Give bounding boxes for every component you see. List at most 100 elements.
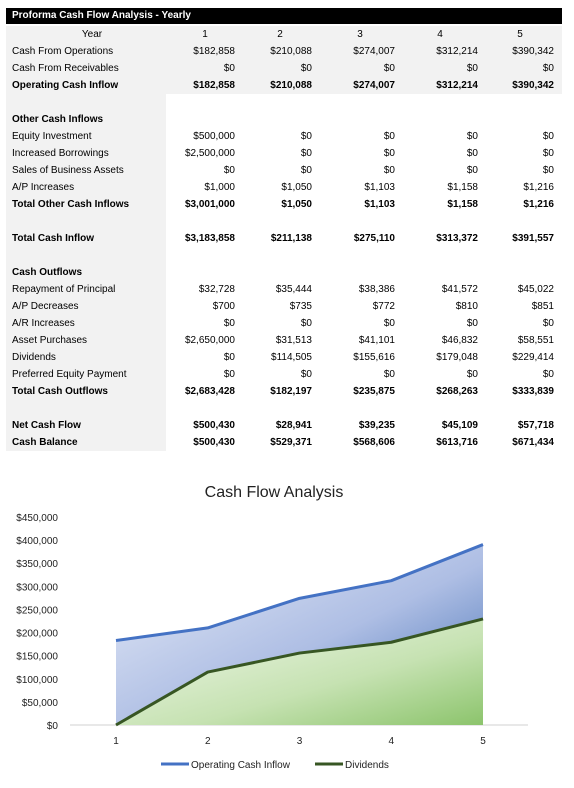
cell-year-1: $3,183,858 <box>184 233 235 244</box>
cell-year-5: $333,839 <box>512 386 554 397</box>
cell-year-1: $2,650,000 <box>184 335 235 346</box>
cell-year-4: $312,214 <box>436 46 478 57</box>
cell-year-5: $0 <box>542 148 554 159</box>
x-tick-label: 5 <box>480 736 486 747</box>
cell-year-3: $568,606 <box>353 437 395 448</box>
cell-year-3: $0 <box>383 318 395 329</box>
row-label: Dividends <box>12 352 56 363</box>
cell-year-3: $41,101 <box>358 335 395 346</box>
row-label: Asset Purchases <box>12 335 88 346</box>
header-row: Year 1 2 3 4 5 <box>6 26 562 43</box>
cell-year-5: $1,216 <box>523 182 554 193</box>
cell-year-2: $0 <box>300 148 312 159</box>
y-tick-label: $400,000 <box>16 536 58 547</box>
cell-year-1: $700 <box>212 301 235 312</box>
x-tick-label: 1 <box>113 736 119 747</box>
x-tick-label: 3 <box>297 736 303 747</box>
cell-year-1: $2,500,000 <box>184 148 235 159</box>
cell-year-2: $529,371 <box>270 437 312 448</box>
cell-year-4: $0 <box>466 148 478 159</box>
cell-year-2: $0 <box>300 63 312 74</box>
series-line-1 <box>115 543 484 642</box>
cell-year-5: $0 <box>542 131 554 142</box>
row-label: Increased Borrowings <box>12 148 109 159</box>
y-tick-label: $150,000 <box>16 652 58 663</box>
table-row: Cash Balance $500,430 $529,371 $568,606 $613… <box>6 434 562 451</box>
table-row <box>6 94 562 111</box>
table-row: Cash Outflows <box>6 264 562 281</box>
cell-year-3: $274,007 <box>353 46 395 57</box>
cell-year-3: $0 <box>383 148 395 159</box>
cell-year-1: $0 <box>223 63 235 74</box>
cell-year-3: $39,235 <box>358 420 395 431</box>
cell-year-3: $0 <box>383 63 395 74</box>
chart-title: Cash Flow Analysis <box>205 484 344 501</box>
header-year-5: 5 <box>517 29 523 40</box>
row-label: Cash From Operations <box>12 46 114 57</box>
cell-year-3: $1,103 <box>364 199 395 210</box>
table-row: A/P Decreases $700 $735 $772 $810 $851 <box>6 298 562 315</box>
table-row: Dividends $0 $114,505 $155,616 $179,048 $229,… <box>6 349 562 366</box>
cell-year-3: $38,386 <box>358 284 395 295</box>
x-tick-label: 2 <box>205 736 211 747</box>
cell-year-2: $210,088 <box>270 46 312 57</box>
table-row: Other Cash Inflows <box>6 111 562 128</box>
cell-year-3: $274,007 <box>353 80 395 91</box>
cell-year-5: $229,414 <box>512 352 554 363</box>
cell-year-5: $0 <box>542 369 554 380</box>
row-label: Total Other Cash Inflows <box>12 199 130 210</box>
label-column-shade <box>6 94 166 451</box>
table-row: Equity Investment $500,000 $0 $0 $0 $0 <box>6 128 562 145</box>
table-row <box>6 213 562 230</box>
cell-year-4: $810 <box>455 301 478 312</box>
cell-year-3: $1,103 <box>364 182 395 193</box>
cell-year-5: $671,434 <box>512 437 554 448</box>
header-year-2: 2 <box>277 29 283 40</box>
cell-year-4: $1,158 <box>447 182 478 193</box>
cell-year-2: $1,050 <box>281 199 312 210</box>
cell-year-2: $210,088 <box>270 80 312 91</box>
cell-year-2: $735 <box>289 301 312 312</box>
y-tick-label: $200,000 <box>16 629 58 640</box>
cell-year-1: $500,430 <box>193 437 235 448</box>
table-row: A/R Increases $0 $0 $0 $0 $0 <box>6 315 562 332</box>
cell-year-4: $45,109 <box>441 420 478 431</box>
y-tick-label: $250,000 <box>16 605 58 616</box>
cell-year-5: $45,022 <box>517 284 554 295</box>
cell-year-1: $182,858 <box>193 46 235 57</box>
chart-svg: Cash Flow Analysis $0 $50,000 $100,000 $150,… <box>16 484 528 771</box>
cell-year-3: $0 <box>383 165 395 176</box>
cell-year-4: $46,832 <box>441 335 478 346</box>
table-row: Preferred Equity Payment $0 $0 $0 $0 $0 <box>6 366 562 383</box>
header-year-label: Year <box>81 29 103 40</box>
cell-year-1: $2,683,428 <box>184 386 235 397</box>
cell-year-5: $1,216 <box>523 199 554 210</box>
header-year-3: 3 <box>357 29 363 40</box>
cell-year-1: $182,858 <box>193 80 235 91</box>
table-row: Total Other Cash Inflows $3,001,000 $1,050… <box>6 196 562 213</box>
row-label: A/P Decreases <box>12 301 79 312</box>
cell-year-3: $772 <box>372 301 395 312</box>
cell-year-3: $235,875 <box>353 386 395 397</box>
header-year-1: 1 <box>202 29 208 40</box>
y-tick-label: $50,000 <box>22 698 59 709</box>
table-row: Repayment of Principal $32,728 $35,444 $38,… <box>6 281 562 298</box>
x-tick-label: 4 <box>388 736 394 747</box>
cell-year-1: $500,430 <box>193 420 235 431</box>
cell-year-4: $179,048 <box>436 352 478 363</box>
cell-year-5: $57,718 <box>517 420 554 431</box>
cell-year-4: $613,716 <box>436 437 478 448</box>
row-label: Cash Balance <box>12 437 78 448</box>
cell-year-2: $28,941 <box>275 420 312 431</box>
cell-year-5: $390,342 <box>512 80 554 91</box>
table-row: Total Cash Outflows $2,683,428 $182,197 $23… <box>6 383 562 400</box>
cell-year-3: $275,110 <box>353 233 395 244</box>
table-row: Operating Cash Inflow $182,858 $210,088 $27… <box>6 77 562 94</box>
row-label: Other Cash Inflows <box>12 114 104 125</box>
cell-year-2: $182,197 <box>270 386 312 397</box>
cell-year-2: $1,050 <box>281 182 312 193</box>
row-label: Sales of Business Assets <box>12 165 124 176</box>
cell-year-1: $0 <box>223 165 235 176</box>
row-label: Cash From Receivables <box>12 63 119 74</box>
cell-year-4: $312,214 <box>436 80 478 91</box>
